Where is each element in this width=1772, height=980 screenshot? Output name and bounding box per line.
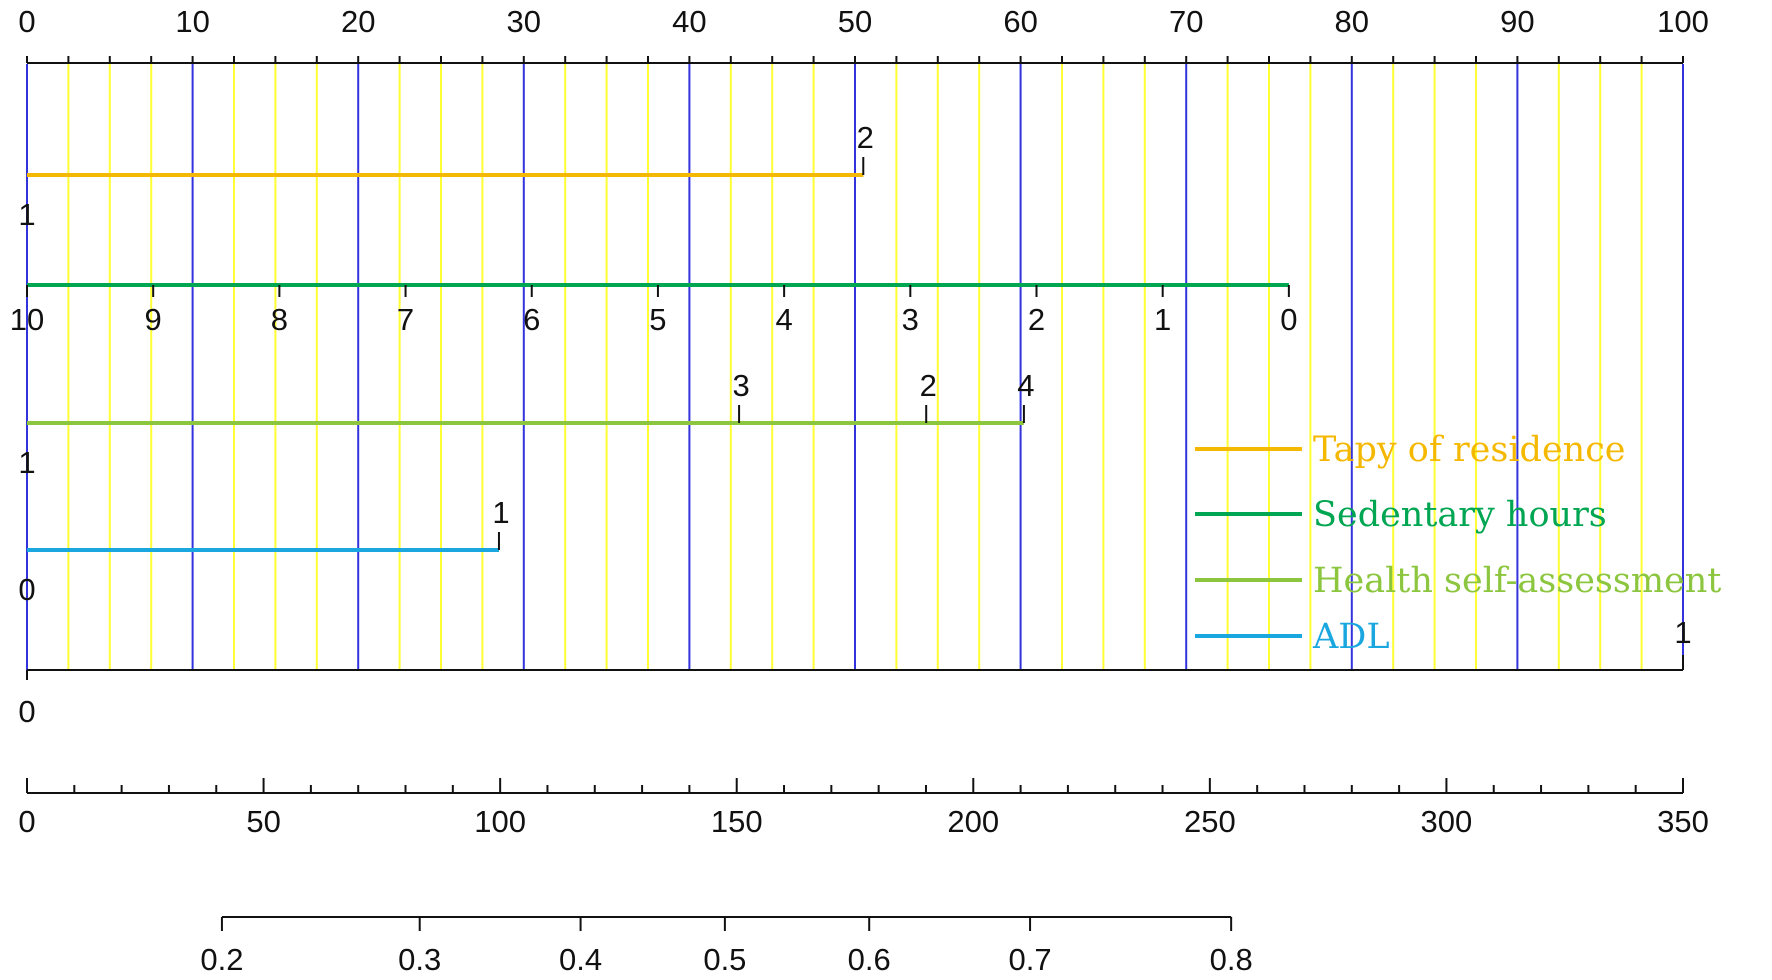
total-points-axis-tick-label: 150 <box>711 804 763 839</box>
probability-axis-tick-label: 0.6 <box>848 942 891 977</box>
variable-tick-label-health: 3 <box>732 368 749 403</box>
variable-tick-label-health: 4 <box>1017 368 1034 403</box>
variable-tick-label-sedentary: 0 <box>1280 302 1297 337</box>
points-axis-tick-label: 20 <box>341 4 375 39</box>
variable-tick-label-sedentary: 1 <box>1154 302 1171 337</box>
points-axis-tick-label: 100 <box>1657 4 1709 39</box>
variable-tick-label-sedentary: 3 <box>902 302 919 337</box>
variable-tick-label-sedentary: 5 <box>649 302 666 337</box>
probability-axis-tick-label: 0.3 <box>398 942 441 977</box>
variable-tick-label-adl: 1 <box>492 495 509 530</box>
total-points-axis-tick-label: 100 <box>474 804 526 839</box>
variable-tick-label-health: 1 <box>18 445 35 480</box>
total-points-axis-tick-label: 0 <box>18 804 35 839</box>
points-axis-tick-label: 90 <box>1500 4 1534 39</box>
points-axis-tick-label: 0 <box>18 4 35 39</box>
points-axis-tick-label: 70 <box>1169 4 1203 39</box>
bottom-line-label: 1 <box>1674 615 1691 650</box>
variable-tick-label-sedentary: 8 <box>271 302 288 337</box>
probability-axis-tick-label: 0.5 <box>703 942 746 977</box>
total-points-axis-tick-label: 50 <box>246 804 280 839</box>
probability-axis-tick-label: 0.4 <box>559 942 602 977</box>
probability-axis-tick-label: 0.8 <box>1210 942 1253 977</box>
legend-label: ADL <box>1312 617 1390 657</box>
variable-tick-label-sedentary: 9 <box>145 302 162 337</box>
variable-tick-label-sedentary: 2 <box>1028 302 1045 337</box>
total-points-axis-tick-label: 300 <box>1421 804 1473 839</box>
total-points-axis-tick-label: 200 <box>947 804 999 839</box>
points-axis-tick-label: 60 <box>1003 4 1037 39</box>
probability-axis-tick-label: 0.7 <box>1009 942 1052 977</box>
variable-tick-label-sedentary: 4 <box>775 302 792 337</box>
variable-tick-label-residence: 1 <box>18 197 35 232</box>
variable-tick-label-health: 2 <box>920 368 937 403</box>
variable-tick-label-sedentary: 6 <box>523 302 540 337</box>
variable-tick-label-adl: 0 <box>18 572 35 607</box>
points-axis-tick-label: 80 <box>1335 4 1369 39</box>
points-axis-tick-label: 10 <box>175 4 209 39</box>
legend-label: Health self-assessment <box>1313 561 1721 601</box>
variable-tick-label-residence: 2 <box>857 120 874 155</box>
probability-axis-tick-label: 0.2 <box>200 942 243 977</box>
total-points-axis-tick-label: 350 <box>1657 804 1709 839</box>
bottom-line-label: 0 <box>18 694 35 729</box>
points-axis-tick-label: 40 <box>672 4 706 39</box>
variable-tick-label-sedentary: 7 <box>397 302 414 337</box>
legend-label: Sedentary hours <box>1313 495 1607 535</box>
legend-label: Tapy of residence <box>1313 430 1626 470</box>
points-axis-tick-label: 30 <box>507 4 541 39</box>
variable-tick-label-sedentary: 10 <box>10 302 44 337</box>
total-points-axis-tick-label: 250 <box>1184 804 1236 839</box>
points-axis-tick-label: 50 <box>838 4 872 39</box>
